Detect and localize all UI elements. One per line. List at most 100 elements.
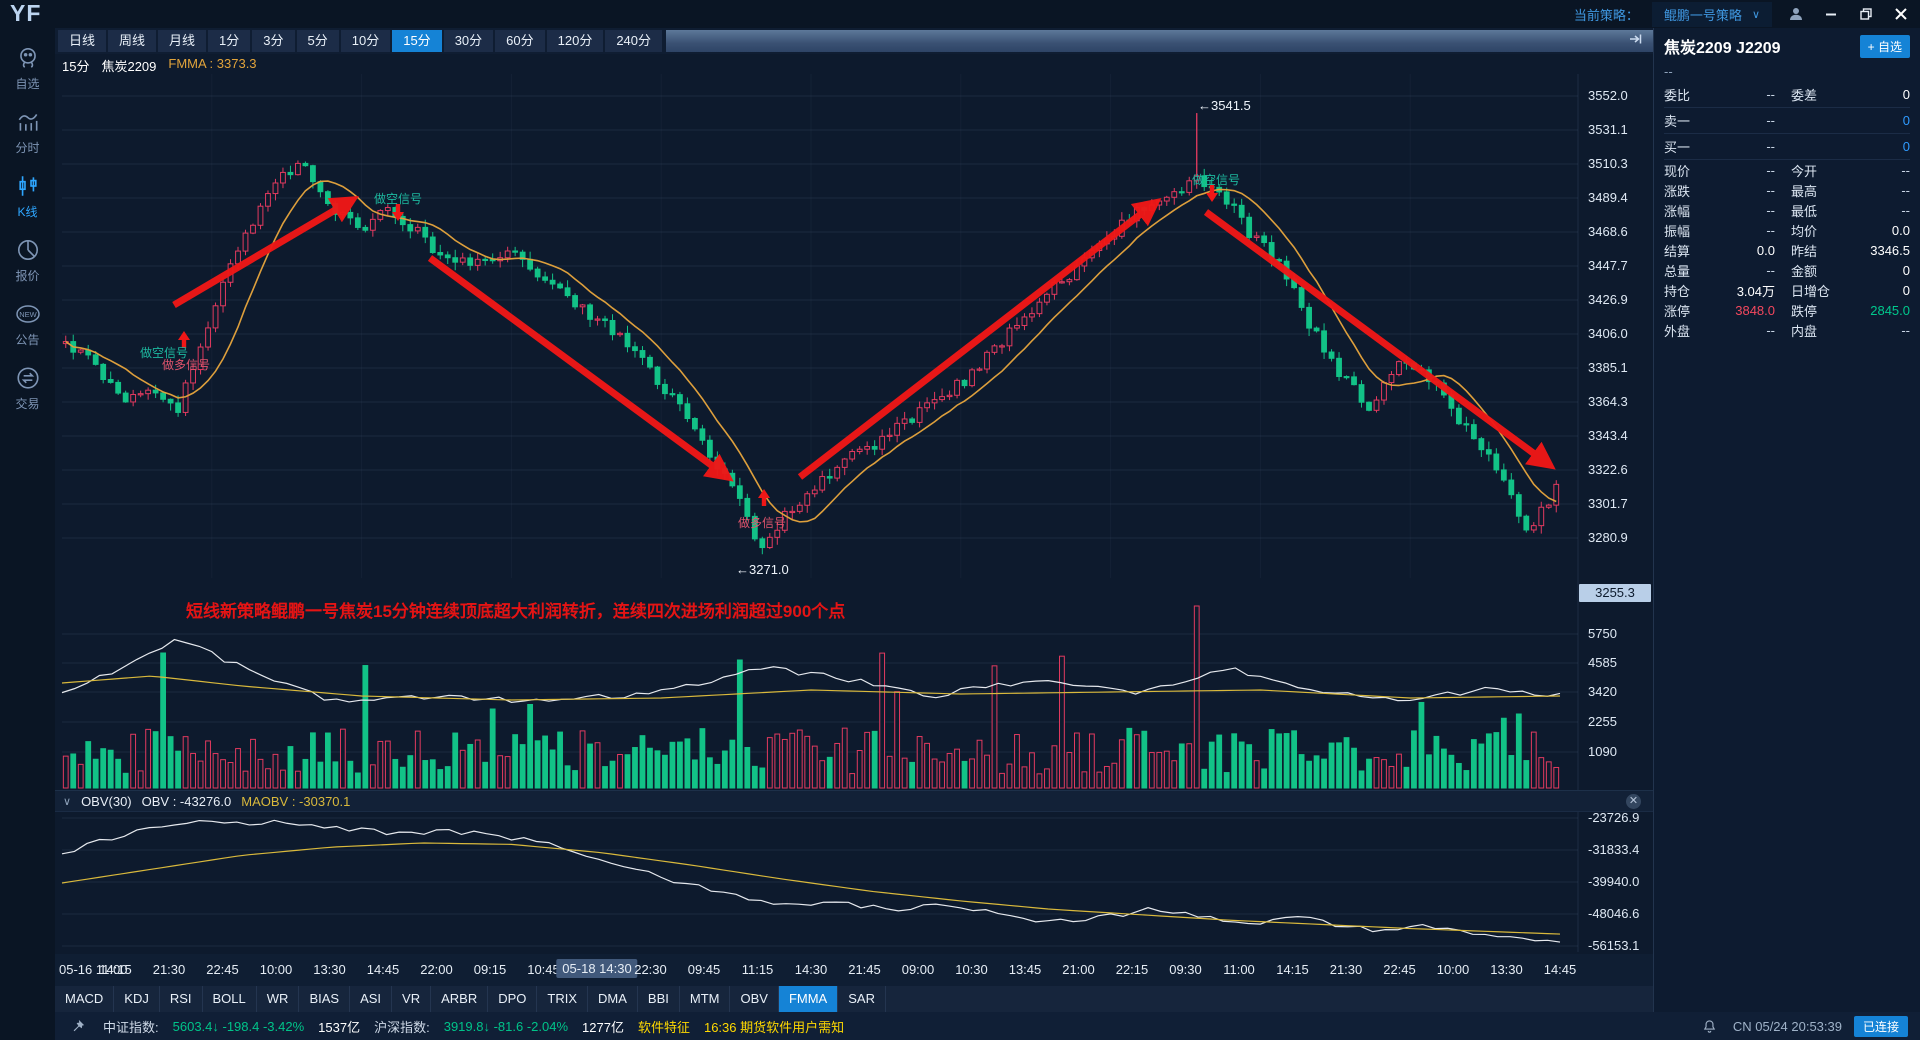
sidebar-item-label: 报价 xyxy=(15,269,40,283)
quote-field-value: -- xyxy=(1901,162,1910,178)
indicator-tab-vr[interactable]: VR xyxy=(392,986,432,1012)
indicator-tab-boll[interactable]: BOLL xyxy=(203,986,257,1012)
quote-row: 委比 -- 委差 0 xyxy=(1664,82,1910,108)
indicator-tabs: MACD KDJ RSI BOLL WR BIAS ASI VR ARBR DPO TRIX DMA B… xyxy=(55,986,1653,1012)
quote-field-value: -- xyxy=(1766,182,1775,198)
quote-field-value: -- xyxy=(1766,139,1775,154)
indicator-tab-wr[interactable]: WR xyxy=(257,986,300,1012)
quote-field-label: 总量 xyxy=(1664,263,1691,279)
price-axis-label: 3510.3 xyxy=(1588,156,1628,171)
minimize-button[interactable] xyxy=(1820,4,1842,24)
indicator-tab-bbi[interactable]: BBI xyxy=(638,986,680,1012)
quote-field-label: 跌停 xyxy=(1791,303,1818,319)
close-button[interactable] xyxy=(1890,4,1912,24)
indicator-tab-fmma[interactable]: FMMA xyxy=(778,986,839,1012)
indicator-tab-mtm[interactable]: MTM xyxy=(680,986,731,1012)
time-tick: 13:30 xyxy=(1490,962,1523,977)
quote-field-value: -- xyxy=(1766,162,1775,178)
quote-row: 振幅 -- 均价 0.0 xyxy=(1664,220,1910,240)
indicator-tab-sar[interactable]: SAR xyxy=(838,986,886,1012)
sidebar-item-quotes[interactable]: 报价 xyxy=(0,237,55,284)
quote-field-value: -- xyxy=(1766,87,1775,102)
quote-panel: 焦炭2209 J2209 + 自选 -- 委比 -- 委差 0 卖一 -- 0 买一 -- 0 现价… xyxy=(1653,28,1920,1012)
timeframe-tab-月线[interactable]: 月线 xyxy=(158,30,207,52)
status-clock: CN 05/24 20:53:39 xyxy=(1732,1018,1842,1034)
timeframe-tab-30分[interactable]: 30分 xyxy=(443,30,494,52)
new-badge-icon: NEW xyxy=(13,301,43,327)
indicator-tab-obv[interactable]: OBV xyxy=(730,986,779,1012)
quote-row: 结算 0.0 昨结 3346.5 xyxy=(1664,240,1910,260)
close-pane-icon[interactable]: ✕ xyxy=(1626,793,1641,809)
indicator-tab-dma[interactable]: DMA xyxy=(588,986,638,1012)
signal-label-buy: 做多信号 xyxy=(162,358,211,372)
timeframe-tabs: 日线 周线 月线 1分 3分 5分 10分 15分 30分 60分 120分 240分 xyxy=(55,28,1653,54)
chevron-down-icon: ∨ xyxy=(1751,8,1760,21)
quote-field-label: 日增仓 xyxy=(1791,283,1831,299)
time-tick: 21:45 xyxy=(848,962,881,977)
sidebar-item-trade[interactable]: 交易 xyxy=(0,365,55,412)
quote-field-label: 结算 xyxy=(1664,243,1691,259)
indicator-tab-bias[interactable]: BIAS xyxy=(299,986,351,1012)
indicator-tab-dpo[interactable]: DPO xyxy=(488,986,538,1012)
quote-field-label: 最高 xyxy=(1791,183,1818,199)
timeframe-tab-5分[interactable]: 5分 xyxy=(296,30,339,52)
quote-field-value: 0 xyxy=(1902,139,1910,154)
quote-field-label: 卖一 xyxy=(1664,114,1691,129)
status-notice[interactable]: 16:36 期货软件用户需知 xyxy=(703,1019,845,1035)
indicator-tab-rsi[interactable]: RSI xyxy=(160,986,203,1012)
indicator-tab-asi[interactable]: ASI xyxy=(350,986,393,1012)
intraday-chart-icon xyxy=(15,109,41,135)
price-axis-label: 3468.6 xyxy=(1588,224,1628,239)
sidebar-item-announcements[interactable]: NEW 公告 xyxy=(0,301,55,348)
time-tick: 09:15 xyxy=(473,962,507,977)
restore-button[interactable] xyxy=(1855,4,1877,24)
strategy-dropdown[interactable]: 鲲鹏一号策略 ∨ xyxy=(1651,1,1772,27)
quote-field-label: 涨幅 xyxy=(1664,203,1691,219)
quote-field-label: 涨跌 xyxy=(1664,183,1691,199)
price-axis-label: 3343.4 xyxy=(1588,428,1628,443)
indicator-tab-macd[interactable]: MACD xyxy=(55,986,115,1012)
add-watchlist-button[interactable]: + 自选 xyxy=(1859,34,1910,58)
price-axis-label: 3385.1 xyxy=(1588,360,1628,375)
indicator-tab-kdj[interactable]: KDJ xyxy=(114,986,160,1012)
connection-status-badge[interactable]: 已连接 xyxy=(1853,1015,1908,1037)
time-tick: 09:00 xyxy=(901,962,935,977)
sidebar-item-intraday[interactable]: 分时 xyxy=(0,109,55,156)
timeframe-tab-120分[interactable]: 120分 xyxy=(546,30,604,52)
timeframe-tab-日线[interactable]: 日线 xyxy=(58,30,107,52)
timeframe-tab-3分[interactable]: 3分 xyxy=(252,30,295,52)
timeframe-tab-10分[interactable]: 10分 xyxy=(340,30,391,52)
price-axis-label: 3426.9 xyxy=(1588,292,1628,307)
time-tick: 11:15 xyxy=(741,962,774,977)
collapse-right-icon[interactable] xyxy=(1629,32,1643,50)
indicator-tab-arbr[interactable]: ARBR xyxy=(431,986,489,1012)
current-price-tag: 3255.3 xyxy=(1579,584,1651,602)
quote-row: 涨跌 -- 最高 -- xyxy=(1664,180,1910,200)
time-tick: 21:30 xyxy=(152,962,186,977)
bell-icon[interactable] xyxy=(1699,1016,1721,1036)
sidebar-item-kline[interactable]: K线 xyxy=(0,173,55,220)
sidebar: 自选分时 K线报价 NEW 公告交易 xyxy=(0,28,55,1040)
time-tick: 22:00 xyxy=(420,962,453,977)
timeframe-tab-240分[interactable]: 240分 xyxy=(605,30,663,52)
time-tick: 10:00 xyxy=(1436,962,1470,977)
timeframe-tab-60分[interactable]: 60分 xyxy=(495,30,545,52)
user-icon[interactable] xyxy=(1785,4,1807,24)
status-notice[interactable]: 软件特征 xyxy=(637,1019,690,1035)
pin-icon[interactable] xyxy=(67,1016,89,1036)
time-tick: 22:45 xyxy=(1383,962,1416,977)
quote-field-value: 2845.0 xyxy=(1870,302,1910,318)
quote-field-label: 外盘 xyxy=(1664,323,1691,339)
quote-field-value: 0 xyxy=(1902,113,1910,128)
quote-field-label: 最低 xyxy=(1791,203,1818,219)
quote-field-value: 0.0 xyxy=(1891,222,1910,238)
collapse-icon[interactable]: ∨ xyxy=(63,795,72,808)
quote-field-value: -- xyxy=(1766,113,1775,128)
quote-field-label: 今开 xyxy=(1791,163,1818,179)
timeframe-tab-1分[interactable]: 1分 xyxy=(208,30,251,52)
timeframe-tab-15分[interactable]: 15分 xyxy=(392,30,442,52)
sidebar-item-watchlist[interactable]: 自选 xyxy=(0,45,55,92)
indicator-tab-trix[interactable]: TRIX xyxy=(537,986,589,1012)
timeframe-tab-周线[interactable]: 周线 xyxy=(108,30,157,52)
